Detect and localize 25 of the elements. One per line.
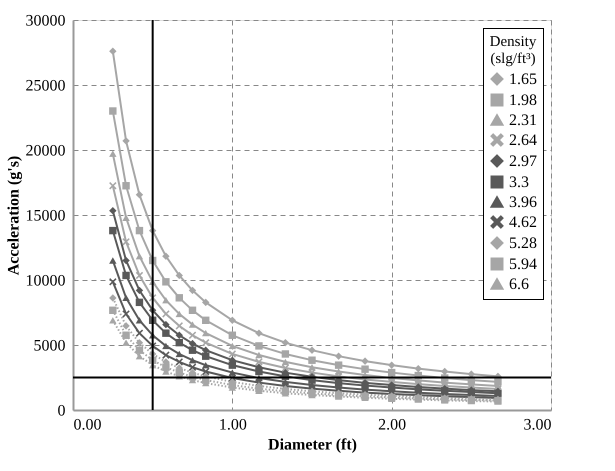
- y-tick-label: 10000: [26, 272, 66, 290]
- legend-label: 3.96: [509, 194, 537, 211]
- legend-label: 2.97: [509, 153, 537, 170]
- legend-label: 1.98: [509, 92, 537, 109]
- y-tick-label: 30000: [26, 12, 66, 30]
- y-tick-label: 5000: [34, 338, 66, 354]
- x-tick-label: 3.00: [524, 416, 552, 434]
- y-tick-label: 25000: [26, 78, 66, 94]
- y-axis-title: Acceleration (g's): [6, 156, 22, 276]
- legend-label: 5.28: [509, 235, 537, 252]
- y-tick-label: 0: [58, 402, 66, 420]
- legend-label: 6.6: [509, 276, 529, 293]
- legend-title: Density (slg/ft³): [490, 34, 537, 67]
- x-axis-title: Diameter (ft): [268, 436, 357, 454]
- x-tick-label: 1.00: [218, 416, 247, 434]
- legend-label: 2.64: [509, 132, 537, 149]
- legend-label: 4.62: [509, 214, 537, 231]
- legend-label: 3.3: [509, 174, 529, 191]
- legend-label: 5.94: [509, 256, 537, 273]
- y-tick-label: 20000: [26, 142, 66, 160]
- x-tick-label: 2.00: [378, 416, 406, 434]
- y-tick-label: 15000: [26, 208, 66, 224]
- legend-label: 1.65: [509, 71, 537, 88]
- x-tick-label: 0.00: [74, 416, 102, 434]
- legend-label: 2.31: [509, 112, 537, 129]
